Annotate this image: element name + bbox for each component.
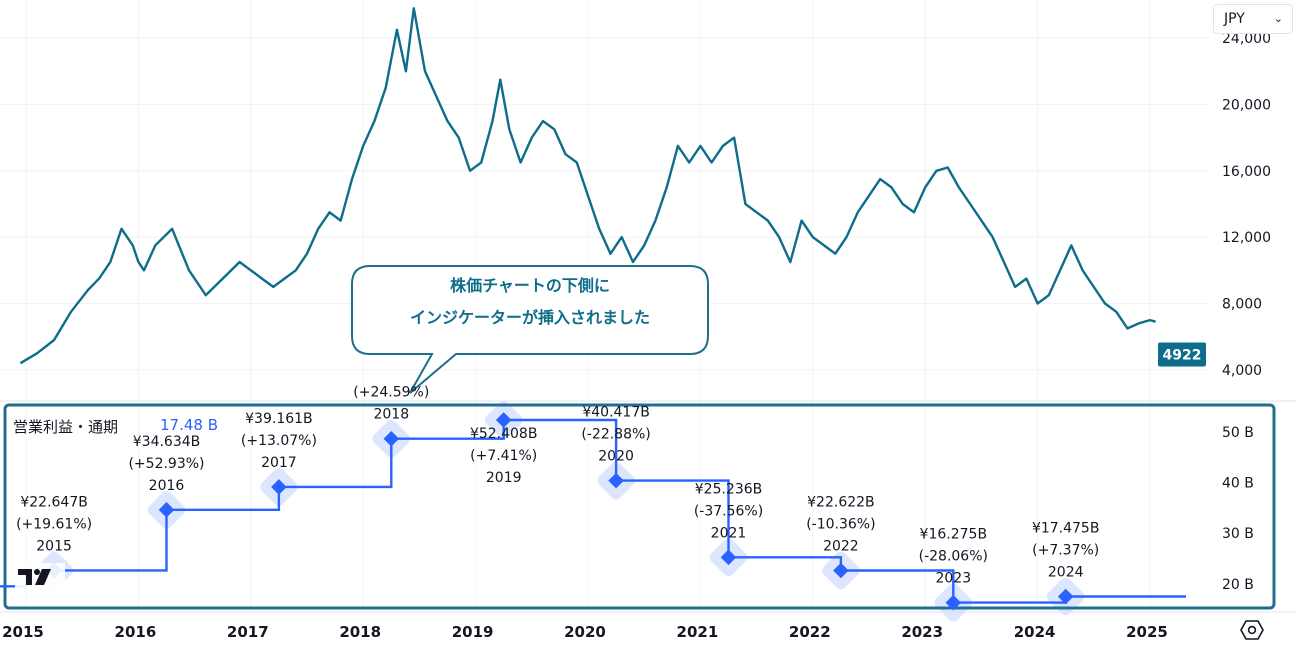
last-price-label: 4922 — [1163, 348, 1202, 364]
indicator-point-label: 2023 — [935, 571, 971, 587]
x-tick-label: 2017 — [227, 623, 269, 641]
indicator-point-label: 2021 — [711, 525, 747, 541]
x-tick-label: 2021 — [677, 623, 719, 641]
indicator-point-label: 2018 — [373, 407, 409, 423]
price-y-tick-label: 16,000 — [1222, 164, 1271, 180]
indicator-point-label: ¥17.475B — [1032, 521, 1100, 537]
x-tick-label: 2025 — [1126, 623, 1168, 641]
indicator-point-label: ¥25.236B — [695, 481, 763, 497]
indicator-point-label: ¥39.161B — [245, 411, 313, 427]
indicator-point-label: ¥16.275B — [920, 527, 988, 543]
x-tick-label: 2019 — [452, 623, 494, 641]
indicator-y-tick-label: 50 B — [1222, 425, 1254, 441]
indicator-point-label: (+7.37%) — [1032, 543, 1099, 559]
indicator-point-label: ¥22.622B — [807, 495, 875, 511]
indicator-point-label: 2022 — [823, 539, 859, 555]
indicator-point-marker — [158, 502, 175, 518]
callout-text: 株価チャートの下側に インジケーターが挿入されました — [352, 270, 708, 334]
indicator-point-label: ¥34.634B — [133, 434, 201, 450]
indicator-value: 17.48 B — [160, 416, 219, 434]
x-tick-label: 2015 — [2, 623, 44, 641]
indicator-point-label: (-10.36%) — [806, 517, 875, 533]
price-y-tick-label: 4,000 — [1222, 363, 1262, 379]
indicator-point-label: 2017 — [261, 455, 297, 471]
indicator-point-label: (+13.07%) — [241, 433, 317, 449]
indicator-point-label: ¥52.408B — [470, 426, 538, 442]
price-series-line — [19, 7, 1156, 365]
indicator-point-label: ¥22.647B — [20, 494, 88, 510]
indicator-point-marker — [833, 562, 849, 579]
last-price-badge — [1158, 342, 1206, 367]
indicator-y-tick-label: 30 B — [1222, 526, 1254, 542]
indicator-point-label: 2019 — [486, 470, 522, 486]
indicator-point-marker — [945, 594, 962, 611]
indicator-point-label: (-37.56%) — [694, 503, 763, 519]
x-tick-label: 2022 — [789, 623, 831, 641]
callout-line-1: 株価チャートの下側に — [450, 276, 610, 295]
indicator-point-label: (-28.06%) — [919, 549, 988, 565]
indicator-point-label: (+19.61%) — [16, 516, 92, 532]
callout-line-2: インジケーターが挿入されました — [409, 308, 650, 327]
x-tick-label: 2018 — [339, 623, 381, 641]
indicator-point-label: (+52.93%) — [128, 456, 204, 472]
indicator-point-label: (-22.88%) — [581, 427, 650, 443]
indicator-point-marker — [720, 549, 737, 566]
indicator-point-label: 2024 — [1048, 565, 1084, 581]
indicator-point-label: (+24.59%) — [353, 385, 429, 401]
indicator-y-tick-label: 20 B — [1222, 577, 1254, 593]
indicator-y-tick-label: 40 B — [1222, 476, 1254, 492]
price-y-tick-label: 20,000 — [1222, 97, 1271, 113]
x-tick-label: 2020 — [564, 623, 606, 641]
indicator-title: 営業利益・通期 — [13, 418, 119, 436]
currency-label: JPY — [1224, 11, 1245, 27]
indicator-point-label: 2015 — [36, 538, 72, 554]
indicator-point-label: 2020 — [598, 449, 634, 465]
tradingview-logo-icon[interactable] — [15, 563, 65, 589]
callout-bubble — [351, 265, 709, 394]
price-y-tick-label: 8,000 — [1222, 296, 1262, 312]
x-tick-label: 2023 — [901, 623, 943, 641]
currency-selector[interactable]: JPY ⌄ — [1213, 4, 1293, 34]
indicator-point-label: (+7.41%) — [470, 448, 537, 464]
x-tick-label: 2024 — [1014, 623, 1056, 641]
chevron-down-icon: ⌄ — [1273, 12, 1283, 25]
indicator-point-label: ¥40.417B — [582, 405, 650, 421]
price-y-tick-label: 24,000 — [1222, 31, 1271, 47]
indicator-point-label: 2016 — [149, 478, 185, 494]
x-tick-label: 2016 — [115, 623, 157, 641]
price-y-tick-label: 12,000 — [1222, 230, 1271, 246]
indicator-point-marker — [1057, 588, 1074, 605]
gear-hexagon-icon[interactable] — [1240, 619, 1264, 641]
indicator-highlight-frame — [3, 403, 1276, 610]
